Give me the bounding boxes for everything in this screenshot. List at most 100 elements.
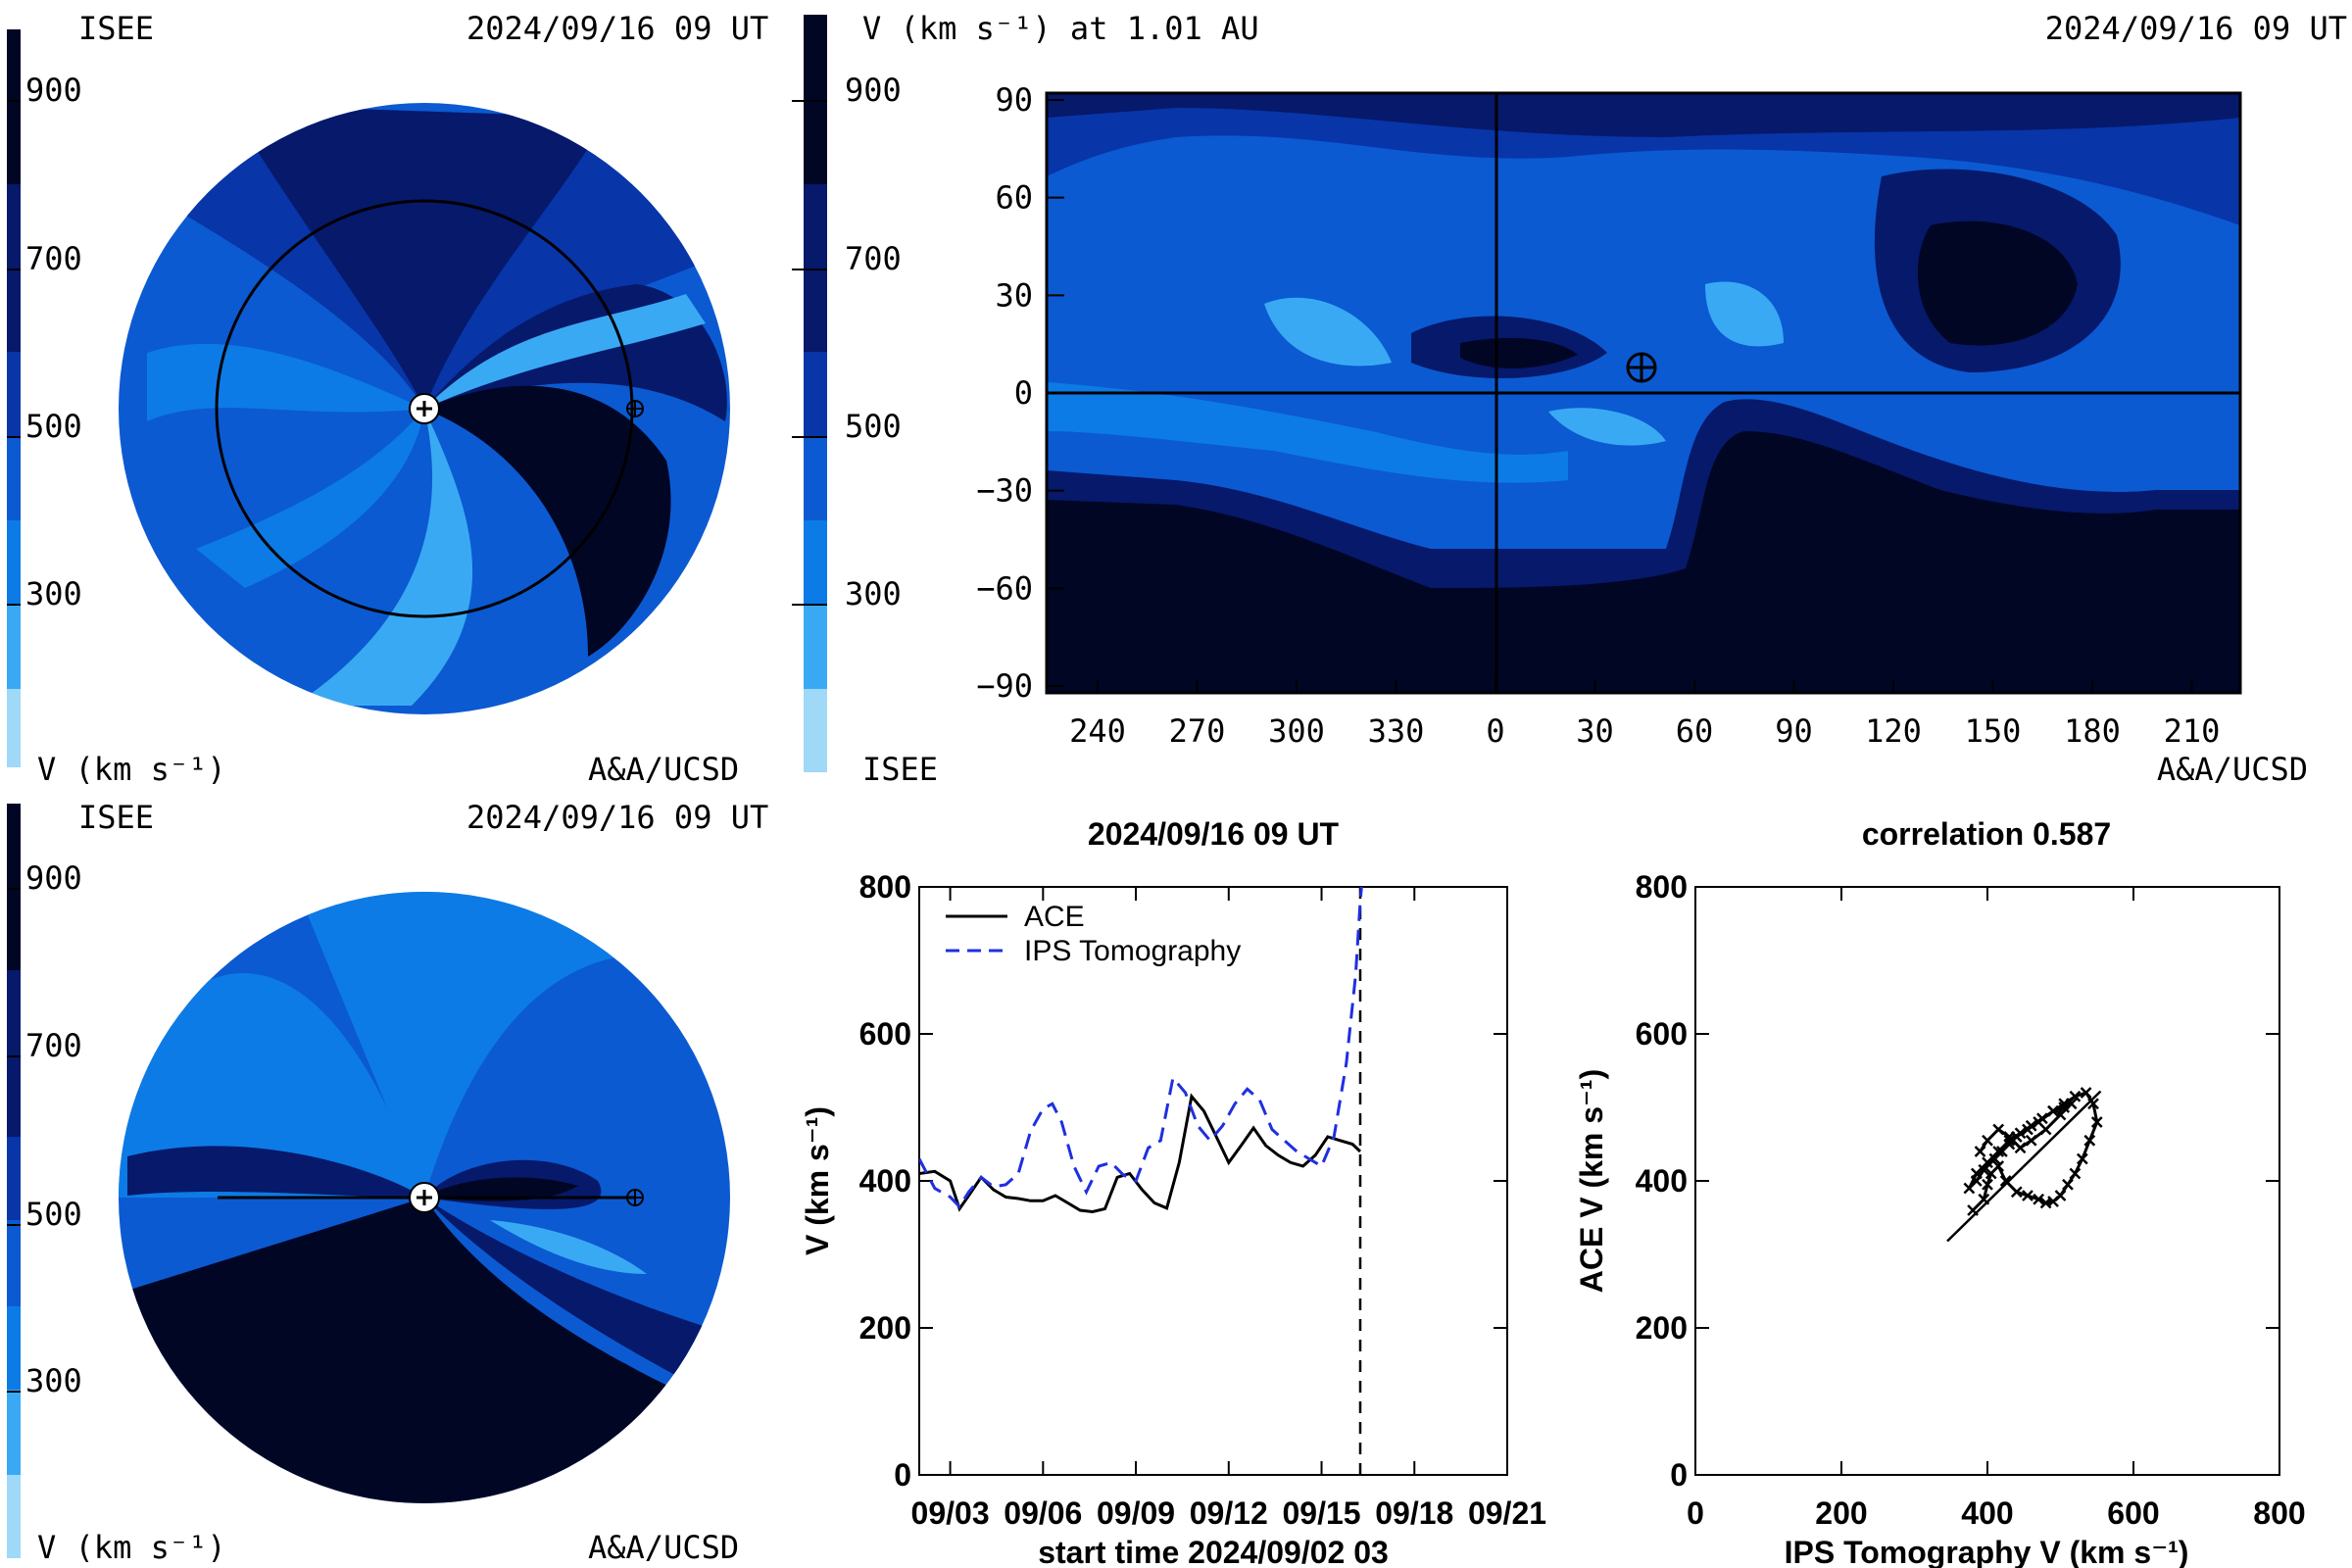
colorbar-band-2 xyxy=(7,520,21,605)
map-x-tick-label: 90 xyxy=(1775,712,1813,750)
top-left-title-left: ISEE xyxy=(78,10,154,47)
scatter-point xyxy=(1999,1175,2012,1187)
scatter-point xyxy=(1978,1193,1990,1205)
colorbar-band-1 xyxy=(7,1390,21,1475)
colorbar-band-6 xyxy=(7,804,21,970)
map-y-axis: 90 60 30 0 −30 −60 −90 xyxy=(976,81,1064,705)
scatter-y-tick-label: 0 xyxy=(1670,1457,1688,1493)
panel-ecliptic-view: 900 700 500 300 ISEE 2024/09/16 09 UT V … xyxy=(7,10,768,788)
scatter-y-tick-label: 600 xyxy=(1636,1016,1688,1052)
map-x-tick-label: 150 xyxy=(1965,712,2022,750)
series-ace-line xyxy=(919,1093,1362,1214)
colorbar-band-6 xyxy=(7,29,21,184)
scatter-point xyxy=(1982,1178,1993,1191)
line-legend: ACE IPS Tomography xyxy=(946,901,1241,967)
series-ips-line xyxy=(919,887,1363,1209)
scatter-point xyxy=(2014,1142,2027,1154)
colorbar-label-900: 900 xyxy=(25,72,82,109)
colorbar-label-500: 500 xyxy=(845,408,902,445)
bottom-left-unit-label: V (km s⁻¹) xyxy=(37,1529,226,1566)
scatter-point xyxy=(2054,1108,2067,1121)
line-y-tick-label: 400 xyxy=(859,1163,911,1199)
colorbar-label-700: 700 xyxy=(25,1027,82,1064)
scatter-point xyxy=(1982,1156,1993,1169)
line-chart-title: 2024/09/16 09 UT xyxy=(1088,816,1340,852)
colorbar-band-2 xyxy=(7,1306,21,1390)
colorbar-label-700: 700 xyxy=(845,240,902,277)
scatter-x-tick-label: 200 xyxy=(1815,1495,1867,1531)
colorbar-label-300: 300 xyxy=(25,575,82,612)
scatter-y-tick-label: 200 xyxy=(1636,1310,1688,1346)
bottom-left-credit: A&A/UCSD xyxy=(588,1529,739,1566)
map-x-tick-label: 30 xyxy=(1576,712,1614,750)
map-y-tick-label: 90 xyxy=(995,81,1033,119)
scatter-point xyxy=(2065,1098,2078,1110)
line-x-tick-label: 09/03 xyxy=(911,1495,990,1531)
colorbar-band-5 xyxy=(804,184,827,352)
sun-marker xyxy=(409,393,440,424)
line-chart-frame xyxy=(918,886,1508,1476)
scatter-point xyxy=(1982,1134,1993,1147)
map-title-right: 2024/09/16 09 UT xyxy=(2045,10,2347,47)
scatter-point xyxy=(2087,1098,2099,1110)
line-y-tick-label: 200 xyxy=(859,1310,911,1346)
scatter-y-tick-label: 400 xyxy=(1636,1163,1688,1199)
colorbar-band-6 xyxy=(804,15,827,184)
colorbar-label-500: 500 xyxy=(25,408,82,445)
colorbar-band-3 xyxy=(804,436,827,520)
colorbar-band-0 xyxy=(804,689,827,772)
top-left-credit: A&A/UCSD xyxy=(588,751,739,788)
scatter-point xyxy=(2090,1116,2103,1128)
scatter-point xyxy=(2025,1134,2037,1147)
scatter-points xyxy=(1963,1087,2103,1216)
map-x-tick-label: 120 xyxy=(1865,712,1922,750)
scatter-point xyxy=(1974,1146,1986,1157)
colorbar-label-900: 900 xyxy=(25,859,82,897)
scatter-point xyxy=(2069,1090,2082,1102)
scatter-point xyxy=(2039,1123,2052,1136)
scatter-point xyxy=(2025,1119,2037,1132)
colorbar-label-500: 500 xyxy=(25,1196,82,1233)
scatter-point xyxy=(2003,1131,2016,1143)
scatter-point xyxy=(2069,1167,2082,1180)
scatter-point xyxy=(2022,1190,2034,1201)
map-y-tick-label: −90 xyxy=(976,667,1033,705)
scatter-point xyxy=(2014,1127,2027,1140)
top-left-title-right: 2024/09/16 09 UT xyxy=(466,10,768,47)
scatter-axes: 0 200 400 600 800 0 200 400 600 800 xyxy=(1636,869,2306,1531)
colorbar-band-1 xyxy=(7,605,21,689)
line-y-tick-label: 0 xyxy=(894,1457,911,1493)
line-chart-ylabel: V (km s⁻¹) xyxy=(800,1106,835,1255)
panel-synoptic-map: 900 700 500 300 V (km s⁻¹) at 1.01 AU 20… xyxy=(792,10,2347,788)
panel-scatter: correlation 0.587 0 200 400 600 800 0 200 400 60… xyxy=(1574,816,2306,1568)
map-x-tick-label: 330 xyxy=(1368,712,1425,750)
scatter-y-tick-label: 800 xyxy=(1636,869,1688,905)
colorbar-band-2 xyxy=(804,520,827,605)
colorbar-band-5 xyxy=(7,970,21,1137)
scatter-point xyxy=(2062,1178,2074,1191)
colorbar-band-0 xyxy=(7,689,21,767)
panel-time-series: 2024/09/16 09 UT 0 200 400 600 800 09/03 09/06… xyxy=(800,816,1546,1568)
earth-marker xyxy=(626,400,644,417)
scatter-point xyxy=(2058,1102,2071,1113)
scatter-point xyxy=(2054,1190,2067,1201)
scatter-x-tick-label: 600 xyxy=(2107,1495,2159,1531)
scatter-point xyxy=(1978,1163,1990,1176)
scatter-point xyxy=(2080,1087,2092,1099)
scatter-point xyxy=(1963,1182,1976,1195)
colorbar-top-right: 900 700 500 300 xyxy=(792,15,902,772)
line-chart-xlabel: start time 2024/09/02 03 xyxy=(1038,1535,1389,1568)
map-x-tick-label: 300 xyxy=(1268,712,1325,750)
scatter-point xyxy=(2003,1134,2016,1147)
colorbar-band-5 xyxy=(7,184,21,352)
scatter-point xyxy=(2010,1186,2023,1199)
scatter-fit-line xyxy=(1946,1090,2102,1243)
map-x-tick-label: 60 xyxy=(1676,712,1714,750)
scatter-point xyxy=(2076,1152,2088,1165)
map-x-tick-label: 210 xyxy=(2164,712,2221,750)
sun-marker xyxy=(409,1182,440,1213)
line-x-tick-label: 09/06 xyxy=(1004,1495,1082,1531)
map-y-tick-label: −30 xyxy=(976,472,1033,510)
colorbar-label-700: 700 xyxy=(25,240,82,277)
